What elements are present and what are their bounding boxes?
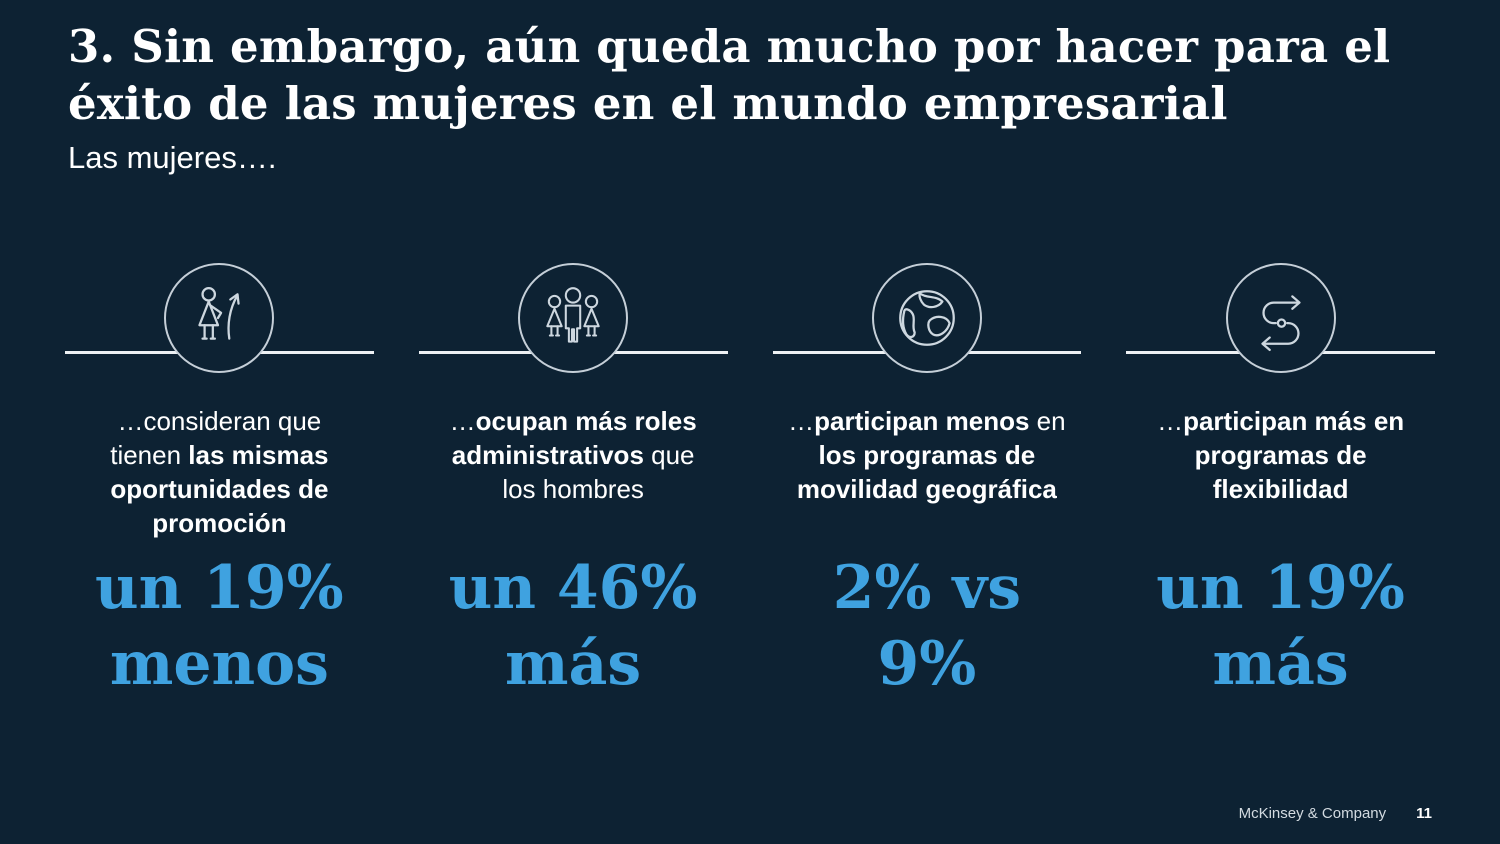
desc-segment: participan más en programas de flexibili… [1183,406,1405,504]
icon-circle [164,263,275,373]
desc-segment: las mismas oportunidades de promoción [110,440,329,538]
globe-icon [899,290,955,346]
stat-columns: …consideran que tienen las mismas oportu… [65,263,1435,733]
stat-line-1: un 19% [1156,553,1405,623]
desc-segment: participan menos [814,406,1030,436]
stat-description: …participan más en programas de flexibil… [1156,404,1406,506]
stat-line-2: más [1212,629,1349,699]
icon-area [418,263,728,378]
stat-column-geographic-mobility: …participan menos en los programas de mo… [772,263,1082,733]
page-title: 3. Sin embargo, aún queda mucho por hace… [68,18,1390,132]
stat-line-1: un 46% [448,553,698,623]
slide-footer: McKinsey & Company 11 [1239,805,1432,822]
icon-area [65,263,374,378]
brand-name: McKinsey & Company [1238,805,1387,822]
desc-segment: en [1029,406,1066,436]
page-title-line-2: éxito de las mujeres en el mundo empresa… [68,77,1228,130]
icon-circle [1225,263,1336,373]
stat-description: …consideran que tienen las mismas oportu… [94,404,344,540]
stat-column-promotion: …consideran que tienen las mismas oportu… [65,263,374,733]
stat-value: un 46% más [419,550,728,702]
desc-segment: … [788,406,815,436]
stat-column-admin-roles: …ocupan más roles administrativos que lo… [418,263,728,733]
desc-segment: …consideran que tienen [110,406,322,470]
desc-segment: que los hombres [502,440,695,504]
icon-area [772,263,1082,378]
stat-line-1: 2% vs [832,553,1022,623]
desc-segment: ocupan más roles administrativos [451,406,697,470]
flexible-path-arrows-icon [1260,295,1301,352]
desc-segment: los programas de movilidad geográfica [796,440,1057,504]
stat-value: 2% vs 9% [773,550,1082,702]
desc-segment: … [449,406,476,436]
icon-circle [518,263,629,373]
desc-segment: … [1157,406,1184,436]
stat-line-2: más [505,629,642,699]
page-number: 11 [1416,805,1432,822]
icon-area [1126,263,1435,378]
page-title-line-1: 3. Sin embargo, aún queda mucho por hace… [68,20,1391,73]
stat-description: …participan menos en los programas de mo… [776,404,1078,506]
stat-line-2: 9% [877,629,977,699]
stat-line-1: un 19% [95,553,344,623]
woman-rising-arrow-icon [198,287,241,340]
stat-column-flexibility: …participan más en programas de flexibil… [1126,263,1435,733]
stat-line-2: menos [109,629,329,699]
stat-description: …ocupan más roles administrativos que lo… [438,404,708,506]
stat-value: un 19% más [1126,550,1435,702]
slide-subtitle: Las mujeres…. [68,140,277,175]
group-of-people-icon [546,287,600,343]
icon-circle [871,263,982,373]
stat-value: un 19% menos [65,550,374,702]
